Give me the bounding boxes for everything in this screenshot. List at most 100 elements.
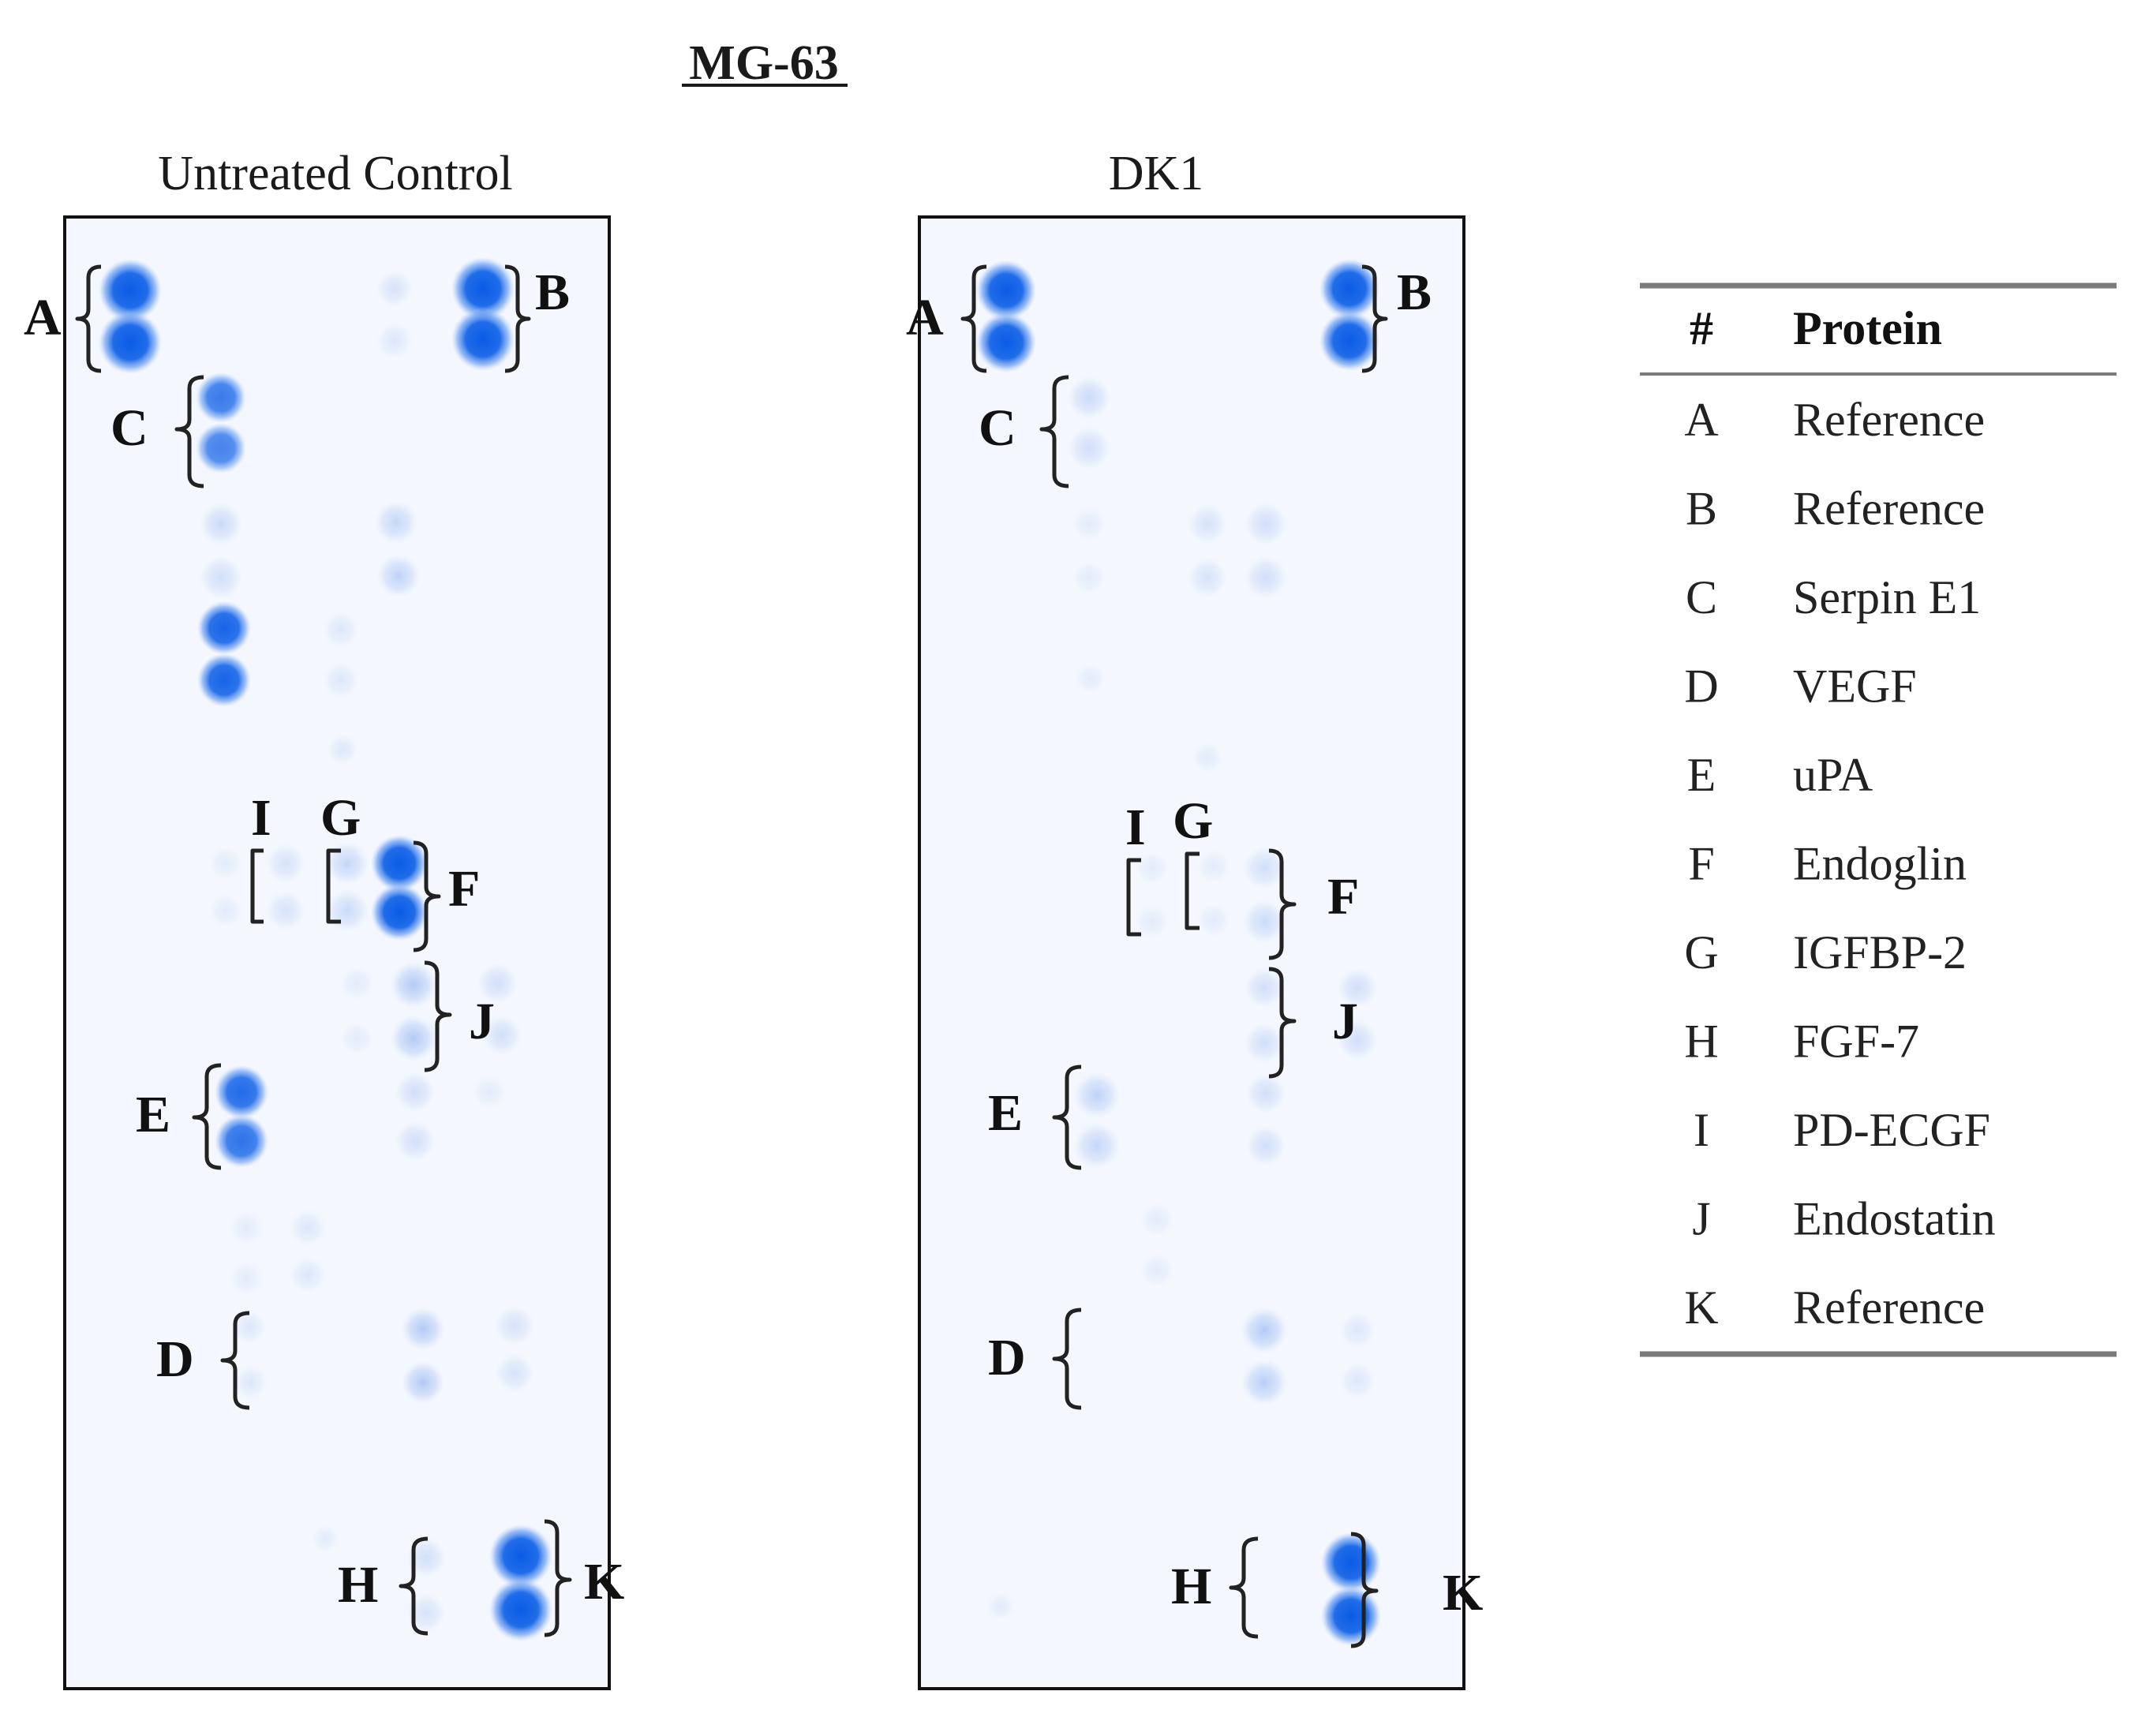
blot-spot [327, 734, 358, 765]
blot-spot [1321, 1532, 1381, 1592]
table-cell-protein: IGFBP-2 [1793, 926, 1967, 978]
table-cell-key: E [1687, 749, 1716, 801]
label-f: F [1327, 868, 1359, 926]
blot-spot [1187, 557, 1228, 598]
bracket-a [960, 264, 987, 373]
blot-spot [1319, 311, 1379, 371]
blot-spot [196, 372, 246, 423]
blot-spot [322, 661, 360, 699]
blot-spot [1319, 259, 1379, 319]
label-g: G [320, 789, 361, 847]
blot-spot [1242, 846, 1286, 890]
blot-spot [1245, 1125, 1286, 1166]
figure-title: MG-63 [689, 36, 838, 90]
label-b: B [535, 264, 570, 321]
bracket-e [1052, 1064, 1082, 1170]
table-body: A Reference B Reference C Serpin E1 D VEGF E uPA F… [1684, 394, 1995, 1334]
blot-spot [1187, 503, 1228, 544]
table-cell-key: A [1684, 394, 1718, 446]
label-i: I [251, 789, 271, 847]
table-header-protein: Protein [1793, 302, 1942, 354]
blot-spot [1073, 1072, 1121, 1119]
blot-spot [215, 1114, 268, 1168]
table-cell-key: C [1686, 571, 1717, 623]
blot-spot [339, 966, 374, 1001]
label-b: B [1397, 264, 1432, 321]
blot-spot [395, 1121, 436, 1162]
table-cell-protein: Serpin E1 [1793, 571, 1981, 623]
annotations-control: A B C I G F J E D H K [24, 264, 624, 1637]
blot-spot [1135, 904, 1170, 939]
blot-spot [1072, 507, 1106, 541]
blot-spot [339, 1021, 374, 1056]
blot-spot [1245, 1073, 1286, 1114]
table-cell-protein: uPA [1793, 749, 1873, 801]
blot-spot [489, 1525, 552, 1588]
blot-spot [451, 257, 515, 320]
blot-spot [1067, 426, 1111, 470]
blot-spot [376, 270, 414, 308]
blot-spot [1241, 1307, 1288, 1354]
blot-spot [199, 502, 243, 546]
annotations-dk1: A B C I G F J E D H K [906, 264, 1483, 1648]
blot-spot [199, 556, 243, 600]
bracket-j [424, 960, 452, 1072]
blot-spot [494, 1305, 535, 1346]
label-a: A [24, 289, 62, 346]
label-d: D [156, 1330, 194, 1388]
table-cell-protein: Reference [1793, 483, 1985, 535]
blot-spot [371, 884, 428, 941]
table-cell-key: I [1694, 1104, 1709, 1156]
panel-title-control: Untreated Control [158, 147, 512, 200]
bracket-c [1039, 375, 1069, 488]
blot-spot [1338, 1362, 1376, 1400]
blot-spot [986, 1592, 1015, 1621]
blot-spot [1244, 502, 1288, 546]
blot-spot [371, 835, 428, 892]
bracket-d [1052, 1308, 1082, 1410]
label-e: E [136, 1086, 170, 1143]
blot-spot [289, 1209, 327, 1247]
legend-table: # Protein A Reference B Reference C Serpin E1… [1640, 282, 2117, 1357]
blot-spot [1067, 376, 1111, 420]
label-j: J [469, 993, 495, 1050]
blot-spot [208, 846, 243, 881]
table-cell-key: D [1684, 660, 1718, 713]
bracket-f [413, 840, 441, 952]
blot-spot [325, 841, 369, 885]
blot-spot [406, 1592, 447, 1633]
blot-spot [1337, 1020, 1378, 1061]
bracket-g [326, 848, 341, 924]
blot-spot [1135, 851, 1170, 885]
table-cell-key: J [1692, 1193, 1710, 1245]
blot-spot [376, 322, 414, 360]
table-cell-key: F [1688, 838, 1714, 890]
bracket-h [399, 1536, 429, 1636]
table-header-key: # [1690, 302, 1713, 354]
blot-spot [215, 1065, 268, 1119]
spots-dk1 [976, 259, 1381, 1646]
blot-spot [232, 1310, 267, 1345]
blot-spot [289, 1256, 327, 1294]
blot-spot [489, 1578, 552, 1641]
blot-spot [1244, 556, 1288, 600]
bracket-i [1126, 858, 1141, 937]
blot-spot [229, 1210, 264, 1245]
blot-spot [1196, 849, 1231, 884]
table-cell-protein: PD-ECGF [1793, 1104, 1990, 1156]
table-cell-protein: VEGF [1793, 660, 1917, 713]
blot-spot [1140, 1203, 1174, 1237]
spots-control [99, 257, 552, 1641]
label-h: H [338, 1556, 378, 1614]
label-c: C [110, 399, 148, 457]
blot-spot [1196, 903, 1231, 937]
blot-spot [1073, 1122, 1121, 1169]
blot-spot [265, 843, 306, 884]
table-cell-protein: Endoglin [1793, 838, 1967, 890]
blot-spot [1140, 1253, 1174, 1288]
blot-spot [395, 1072, 436, 1113]
label-f: F [448, 860, 480, 918]
blot-spot [477, 963, 518, 1004]
table-cell-protein: Endostatin [1793, 1193, 1996, 1245]
